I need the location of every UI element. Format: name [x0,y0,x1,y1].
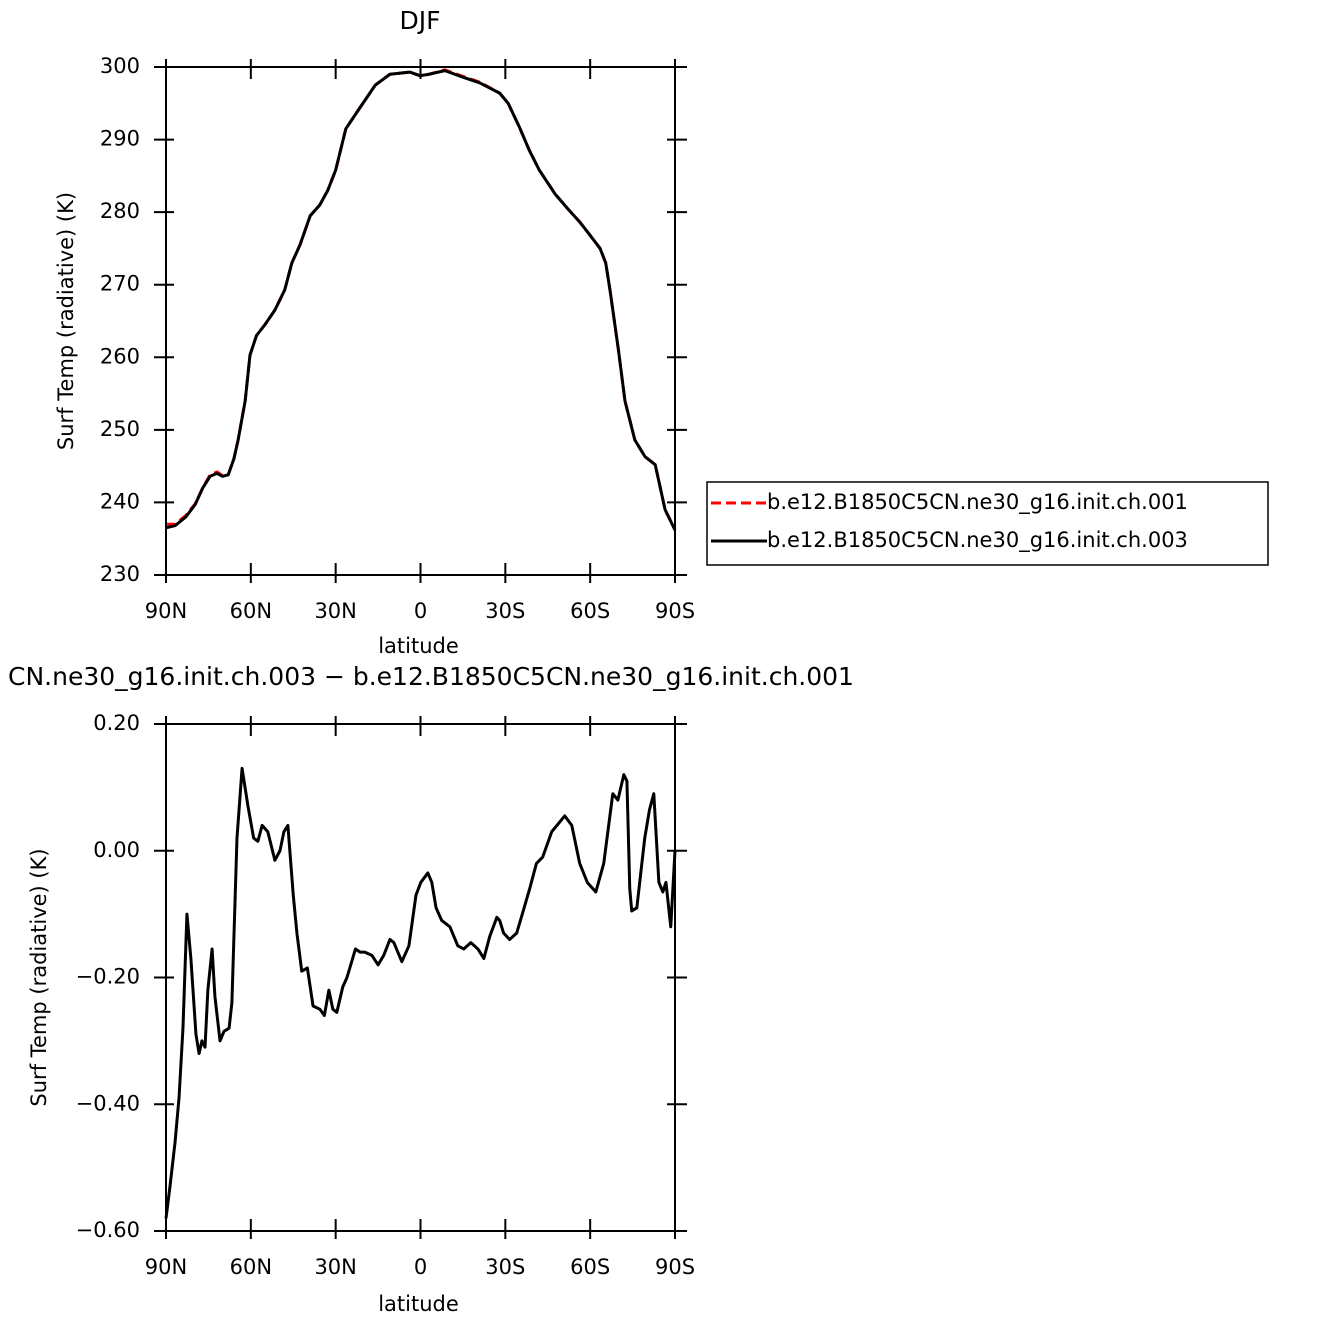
y-tick-label: 0.00 [93,838,140,862]
y-tick-label: 260 [100,344,140,368]
x-tick-label: 30S [485,1255,525,1279]
x-tick-label: 90S [655,599,695,623]
legend-label: b.e12.B1850C5CN.ne30_g16.init.ch.001 [767,490,1188,515]
legend-box [706,481,1269,566]
y-tick-label: 0.20 [93,711,140,735]
x-tick-label: 90S [655,1255,695,1279]
y-tick-label: −0.60 [76,1218,140,1242]
y-tick-label: 280 [100,199,140,223]
x-tick-label: 60N [230,1255,272,1279]
x-tick-label: 60N [230,599,272,623]
y-tick-label: −0.40 [76,1091,140,1115]
x-tick-label: 60S [570,599,610,623]
legend-label: b.e12.B1850C5CN.ne30_g16.init.ch.003 [767,528,1188,553]
x-axis-label: latitude [378,1292,459,1316]
x-tick-label: 90N [145,1255,187,1279]
x-axis-label: latitude [378,634,459,658]
y-tick-label: 230 [100,562,140,586]
y-axis-label: Surf Temp (radiative) (K) [27,848,51,1106]
chart-title: CN.ne30_g16.init.ch.003 − b.e12.B1850C5C… [8,662,854,691]
data-line [164,766,677,1219]
y-tick-label: 300 [100,54,140,78]
data-line [166,68,677,531]
x-tick-label: 30N [314,599,356,623]
y-tick-label: 250 [100,417,140,441]
x-tick-label: 0 [414,1255,427,1279]
plot-frame [165,723,676,1232]
y-tick-label: 240 [100,489,140,513]
chart-title: DJF [399,6,440,35]
x-tick-label: 30S [485,599,525,623]
x-tick-label: 90N [145,599,187,623]
y-axis-label: Surf Temp (radiative) (K) [54,192,78,450]
x-tick-label: 60S [570,1255,610,1279]
y-tick-label: −0.20 [76,965,140,989]
y-tick-label: 270 [100,272,140,296]
x-tick-label: 0 [414,599,427,623]
x-tick-label: 30N [314,1255,356,1279]
y-tick-label: 290 [100,127,140,151]
data-line [165,69,677,531]
plot-frame [165,66,676,576]
